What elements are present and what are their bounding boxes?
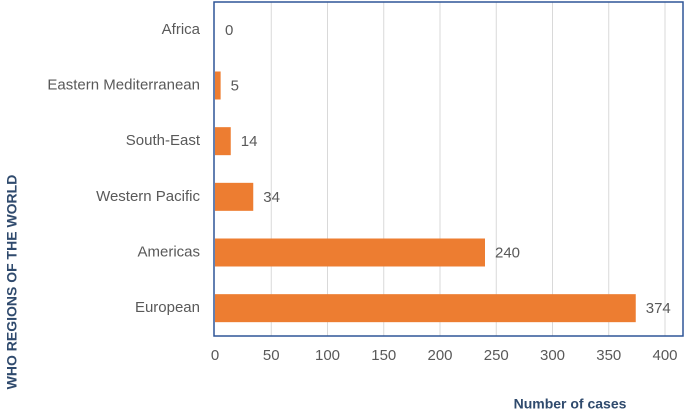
- y-tick-label: Western Pacific: [96, 188, 200, 205]
- value-label: 14: [241, 133, 258, 150]
- bar: [215, 127, 231, 156]
- value-label: 374: [646, 300, 671, 317]
- bar: [215, 294, 636, 323]
- y-tick-label: Eastern Mediterranean: [47, 76, 200, 93]
- grid: [270, 2, 666, 336]
- value-label: 240: [495, 244, 520, 261]
- x-tick-label: 0: [211, 347, 219, 364]
- y-tick-label: Africa: [162, 21, 201, 38]
- value-label: 0: [225, 22, 233, 39]
- x-tick-label: 100: [315, 347, 340, 364]
- x-tick-label: 250: [484, 347, 509, 364]
- y-axis-title: WHO REGIONS OF THE WORLD: [4, 175, 20, 390]
- x-tick-label: 300: [540, 347, 565, 364]
- marks: 0 50 100 150 200 250 300 350 400 Africa 0 Eastern M…: [47, 21, 677, 364]
- x-axis-title: Number of cases: [514, 396, 627, 412]
- x-tick-label: 200: [427, 347, 452, 364]
- y-tick-label: European: [135, 299, 200, 316]
- plot-border: [213, 1, 684, 337]
- bar: [215, 71, 221, 100]
- bar: [215, 182, 254, 211]
- value-label: 34: [263, 189, 280, 206]
- x-tick-label: 150: [371, 347, 396, 364]
- x-tick-label: 350: [596, 347, 621, 364]
- y-tick-label: Americas: [137, 243, 200, 260]
- value-label: 5: [231, 77, 239, 94]
- bar: [215, 238, 485, 267]
- x-tick-label: 50: [263, 347, 280, 364]
- y-tick-label: South-East: [126, 132, 201, 149]
- x-tick-label: 400: [652, 347, 677, 364]
